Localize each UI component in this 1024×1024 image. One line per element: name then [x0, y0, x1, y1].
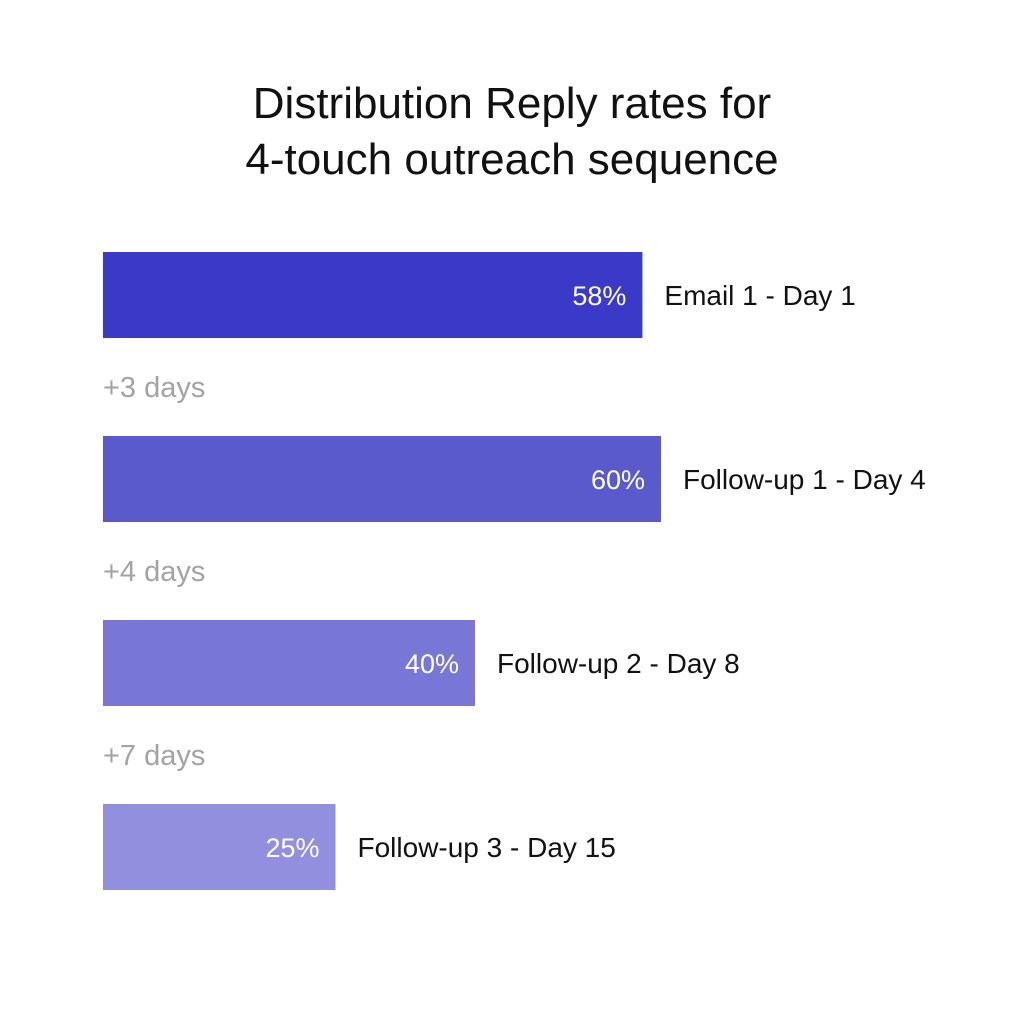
- bar-category-label: Follow-up 3 - Day 15: [358, 832, 616, 863]
- bar-category-label: Follow-up 2 - Day 8: [497, 648, 740, 679]
- chart-title-line-2: 4-touch outreach sequence: [245, 135, 779, 184]
- bar: [103, 436, 661, 522]
- bar: [103, 252, 643, 338]
- bar-value-label: 25%: [265, 833, 319, 863]
- bar-value-label: 40%: [405, 649, 459, 679]
- chart-title: Distribution Reply rates for 4-touch out…: [0, 76, 1024, 188]
- interval-label: +7 days: [103, 740, 205, 772]
- interval-label: +3 days: [103, 372, 205, 404]
- bar: [103, 804, 336, 890]
- chart-title-line-1: Distribution Reply rates for: [252, 79, 772, 128]
- bar-category-label: Follow-up 1 - Day 4: [683, 464, 926, 495]
- bar-category-label: Email 1 - Day 1: [664, 280, 855, 311]
- bar: [103, 620, 475, 706]
- bar-value-label: 60%: [591, 465, 645, 495]
- bar-value-label: 58%: [572, 281, 626, 311]
- interval-label: +4 days: [103, 556, 205, 588]
